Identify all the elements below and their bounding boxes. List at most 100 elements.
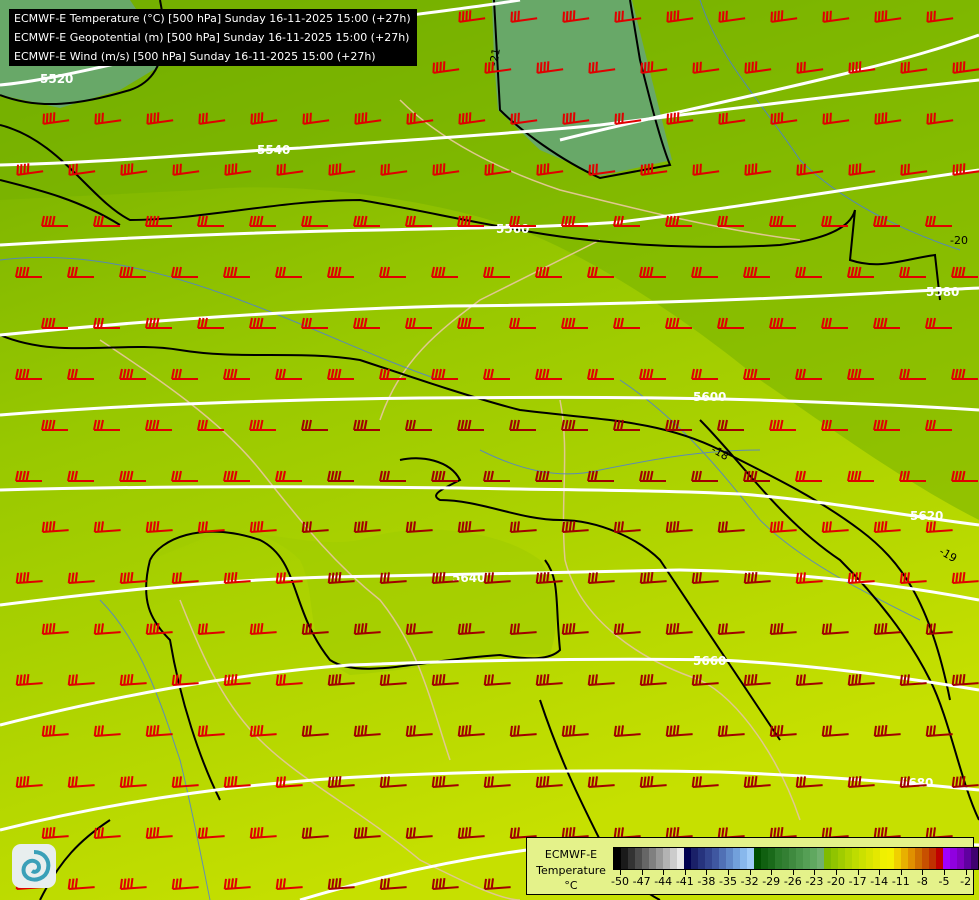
wind-barb: [510, 112, 538, 125]
wind-barb: [613, 521, 641, 533]
wind-barb: [691, 572, 719, 584]
wind-barb: [639, 674, 667, 686]
wind-barb: [432, 61, 460, 74]
isotherm-label: -21: [487, 47, 503, 67]
wind-barb: [873, 521, 901, 533]
wind-barb: [795, 572, 823, 584]
wind-barb: [15, 674, 43, 686]
wind-barb: [848, 61, 876, 74]
wind-barb: [639, 776, 667, 788]
wind-barb: [405, 419, 432, 431]
colorbar-tick-label: -41: [675, 875, 694, 888]
wind-barb: [483, 674, 511, 686]
colorbar-tick-label: -2: [960, 875, 972, 888]
colorbar-tick: [620, 869, 621, 875]
wind-barb: [249, 215, 276, 227]
contour-label-5580: 5580: [926, 285, 959, 299]
wind-barb: [952, 163, 979, 176]
wind-barb: [145, 725, 173, 737]
wind-barb: [483, 470, 510, 482]
wind-barb: [431, 368, 458, 380]
colorbar-swatch: [831, 848, 838, 869]
wind-barb: [67, 878, 95, 890]
colorbar-swatch: [796, 848, 803, 869]
colorbar-swatch: [971, 848, 978, 869]
wind-barb: [613, 215, 640, 227]
wind-barb: [249, 623, 277, 635]
wind-barb: [119, 878, 147, 890]
wind-barb: [171, 470, 198, 482]
wind-barb: [509, 623, 537, 635]
wind-barb: [691, 470, 718, 482]
wind-barb: [588, 61, 616, 74]
colorbar-swatch: [656, 848, 663, 869]
wind-barb: [769, 419, 796, 431]
wind-barb: [822, 112, 850, 125]
wind-barb: [847, 368, 874, 380]
colorbar-swatch: [621, 848, 628, 869]
wind-barb: [171, 266, 198, 278]
wind-barb: [795, 674, 823, 686]
wind-barb: [224, 163, 252, 176]
wind-barb: [379, 878, 407, 890]
wind-barb: [873, 317, 900, 329]
wind-barb: [223, 878, 251, 890]
wind-barb: [301, 623, 329, 635]
colorbar-tick-label: -23: [805, 875, 824, 888]
wind-barb: [119, 368, 146, 380]
title-wind: ECMWF-E Wind (m/s) [500 hPa] Sunday 16-1…: [14, 50, 376, 63]
wind-barb: [795, 266, 822, 278]
title-temperature: ECMWF-E Temperature (°C) [500 hPa] Sunda…: [14, 12, 411, 25]
wind-barb: [483, 368, 510, 380]
colorbar-swatch: [670, 848, 677, 869]
wind-barb: [431, 266, 458, 278]
wind-barb: [431, 470, 458, 482]
wind-barbs: [15, 10, 979, 890]
wind-barb: [93, 317, 120, 329]
wind-barb: [821, 725, 849, 737]
wind-barb: [41, 827, 69, 839]
wind-barb: [353, 419, 380, 431]
wind-barb: [353, 317, 380, 329]
wind-barb: [301, 419, 328, 431]
wind-barb: [665, 215, 692, 227]
wind-barb: [587, 674, 615, 686]
colorbar-swatch: [810, 848, 817, 869]
wind-barb: [197, 215, 224, 227]
wind-barb: [691, 674, 719, 686]
wind-barb: [640, 163, 668, 176]
wind-barb: [275, 470, 302, 482]
wind-barb: [951, 470, 978, 482]
wind-barb: [743, 776, 771, 788]
wind-barb: [639, 572, 667, 584]
colorbar-swatch: [663, 848, 670, 869]
wind-barb: [145, 521, 173, 533]
wind-barb: [874, 112, 902, 125]
wind-barb: [796, 163, 824, 176]
wind-barb: [379, 674, 407, 686]
colorbar-swatch: [908, 848, 915, 869]
colorbar-tick-label: -38: [697, 875, 716, 888]
wind-barb: [223, 368, 250, 380]
wind-barb: [718, 10, 746, 23]
wind-barb: [16, 163, 44, 176]
wind-barb: [353, 623, 381, 635]
wind-barb: [848, 163, 876, 176]
wind-barb: [249, 827, 277, 839]
wind-barb: [250, 112, 278, 125]
wind-barb: [197, 317, 224, 329]
wind-barb: [42, 112, 70, 125]
wind-barb: [275, 266, 302, 278]
wind-barb: [197, 623, 225, 635]
wind-barb: [899, 266, 926, 278]
wind-barb: [899, 776, 927, 788]
wind-barb: [587, 368, 614, 380]
wind-barb: [41, 215, 68, 227]
wind-barb: [873, 419, 900, 431]
wind-barb: [119, 470, 146, 482]
wind-barb: [405, 317, 432, 329]
wind-barb: [353, 215, 380, 227]
ecmwf-logo[interactable]: [12, 844, 56, 888]
wind-barb: [717, 725, 745, 737]
